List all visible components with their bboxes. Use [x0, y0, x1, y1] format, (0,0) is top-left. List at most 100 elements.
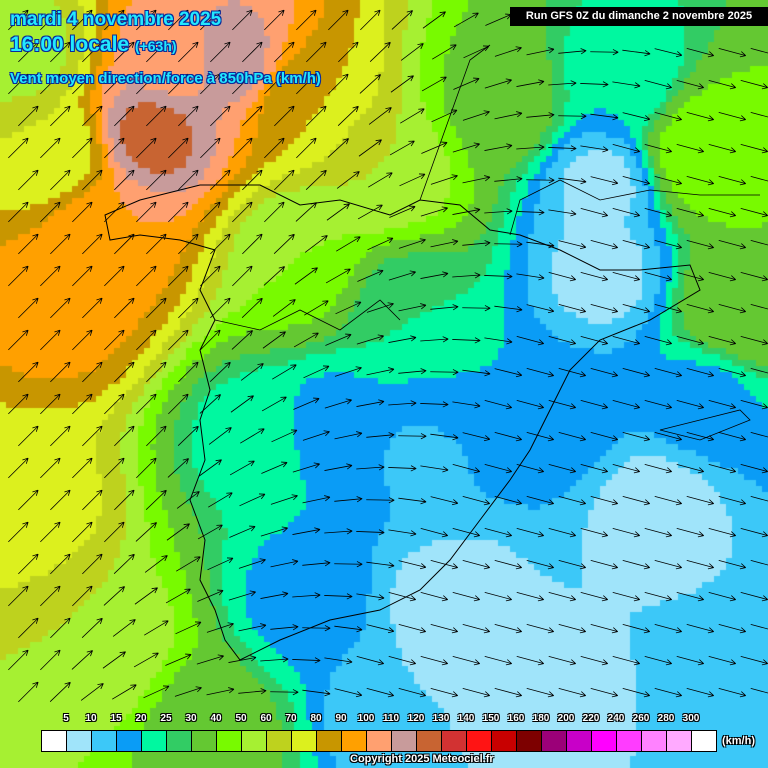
- wind-arrow: [708, 271, 737, 282]
- wind-arrow: [168, 9, 189, 31]
- wind-arrow: [356, 655, 385, 666]
- wind-arrow: [334, 431, 363, 440]
- wind-arrow: [334, 366, 362, 377]
- wind-arrow: [718, 175, 747, 186]
- wind-arrow: [273, 233, 295, 254]
- wind-arrow: [81, 617, 103, 638]
- wind-arrow: [229, 460, 255, 476]
- wind-arrow: [484, 463, 513, 474]
- wind-arrow: [306, 105, 327, 127]
- wind-arrow: [144, 620, 169, 636]
- wind-arrow: [484, 655, 513, 666]
- wind-arrow: [228, 590, 256, 601]
- wind-arrow: [302, 495, 331, 504]
- wind-arrow: [177, 425, 199, 446]
- wind-arrow: [166, 523, 190, 541]
- wind-arrow: [453, 77, 480, 90]
- legend-swatch: [42, 731, 67, 751]
- legend-swatch: [567, 731, 592, 751]
- wind-arrow: [356, 529, 385, 536]
- wind-arrow: [590, 495, 619, 506]
- wind-arrow: [516, 79, 545, 87]
- wind-arrow: [590, 559, 619, 570]
- wind-arrow: [356, 593, 385, 601]
- wind-arrow: [558, 623, 587, 634]
- wind-arrow: [260, 526, 288, 537]
- wind-arrow: [168, 265, 189, 287]
- wind-arrow: [548, 527, 577, 538]
- wind-arrow: [232, 265, 253, 287]
- wind-arrow: [430, 433, 459, 441]
- wind-arrow: [590, 367, 619, 378]
- wind-arrow: [8, 73, 29, 95]
- wind-arrow: [114, 169, 135, 191]
- wind-arrow: [264, 9, 285, 31]
- wind-arrow: [50, 425, 71, 447]
- wind-arrow: [72, 73, 93, 95]
- wind-arrow: [104, 521, 125, 543]
- legend-swatch: [242, 731, 267, 751]
- legend-label: 140: [457, 713, 475, 724]
- wind-arrow: [306, 41, 327, 63]
- legend-swatch: [167, 731, 192, 751]
- wind-arrow: [526, 559, 555, 570]
- wind-arrow: [324, 657, 353, 665]
- wind-arrow: [462, 305, 491, 312]
- wind-arrow: [114, 105, 135, 127]
- wind-arrow: [324, 463, 353, 471]
- wind-arrow: [242, 233, 263, 255]
- legend-label: 240: [607, 713, 625, 724]
- wind-arrow: [210, 41, 231, 63]
- legend-swatch: [617, 731, 642, 751]
- legend-swatch: [392, 731, 417, 751]
- wind-arrow: [399, 173, 426, 187]
- wind-arrow: [263, 266, 285, 286]
- wind-arrow: [18, 41, 39, 63]
- wind-arrow: [82, 361, 103, 383]
- wind-arrow: [558, 559, 587, 570]
- wind-arrow: [400, 108, 425, 124]
- wind-arrow: [432, 44, 457, 60]
- legend-label: 60: [260, 713, 272, 724]
- wind-arrow: [494, 559, 523, 570]
- local-time: 16:00 locale: [9, 33, 130, 57]
- wind-arrow: [356, 399, 385, 407]
- wind-arrow: [146, 105, 167, 127]
- wind-arrow: [324, 398, 352, 409]
- wind-arrow: [72, 521, 93, 543]
- wind-arrow: [230, 395, 254, 413]
- wind-arrow: [136, 137, 157, 159]
- legend-swatch: [367, 731, 392, 751]
- coastline: [104, 184, 701, 661]
- wind-arrow: [326, 203, 350, 221]
- legend-swatch: [317, 731, 342, 751]
- wind-arrow: [296, 9, 317, 31]
- wind-arrow: [136, 201, 157, 223]
- wind-arrow: [494, 431, 523, 442]
- copyright: Copyright 2025 Meteociel.fr: [350, 753, 494, 765]
- wind-arrow: [452, 401, 481, 409]
- legend-label: 5: [63, 713, 69, 724]
- wind-arrow: [708, 207, 737, 218]
- wind-arrow: [178, 105, 199, 127]
- wind-arrow: [292, 527, 321, 535]
- wind-arrow: [50, 105, 71, 127]
- wind-arrow: [50, 489, 71, 511]
- wind-arrow: [676, 207, 705, 218]
- wind-arrow: [264, 201, 285, 223]
- wind-arrow: [210, 297, 231, 319]
- wind-arrow: [708, 335, 737, 346]
- wind-arrow: [590, 49, 619, 56]
- wind-arrow: [516, 399, 545, 410]
- wind-arrow: [40, 649, 61, 671]
- wind-arrow: [328, 73, 349, 95]
- wind-arrow: [422, 11, 446, 29]
- wind-arrow: [420, 401, 449, 408]
- forecast-date: mardi 4 novembre 2025: [9, 9, 222, 31]
- wind-arrow: [622, 495, 651, 506]
- wind-arrow: [644, 655, 673, 666]
- wind-arrow: [485, 13, 512, 26]
- wind-arrow: [240, 363, 264, 381]
- wind-arrow: [718, 559, 747, 570]
- wind-arrow: [232, 137, 253, 159]
